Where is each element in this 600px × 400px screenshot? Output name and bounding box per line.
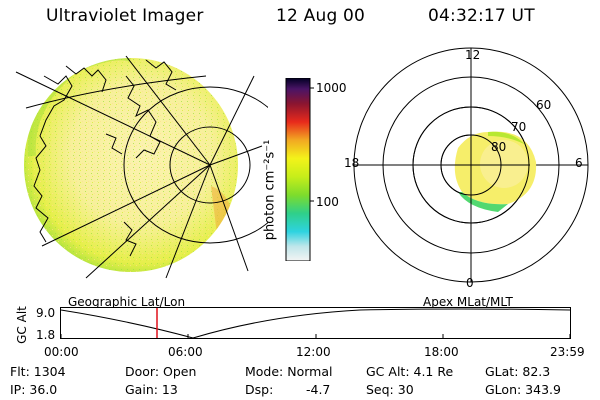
colorbar [285,78,314,261]
time-tick-1800: 18:00 [424,345,459,359]
mlat-label-60: 60 [536,98,552,112]
geographic-caption: Geographic Lat/Lon [68,295,186,309]
polar-auroral-oval [454,131,537,212]
colorbar-tick-100: 100 [316,195,339,209]
colorbar-scale [285,78,311,261]
time-tick-0600: 06:00 [168,345,203,359]
door-status: Door: Open [125,364,197,379]
mlt-label-0: 0 [466,276,474,290]
geo-latitude: GLat: 82.3 [485,364,551,379]
gc-alt-ymin: 1.8 [36,328,56,342]
mlat-label-70: 70 [511,120,527,134]
colorbar-unit-label: photon cm⁻²s⁻¹ [262,139,278,241]
time-tick-2359: 23:59 [550,345,585,359]
ip-value: IP: 36.0 [10,382,58,397]
instrument-title: Ultraviolet Imager [46,6,204,26]
sequence-value: Seq: 30 [366,382,414,397]
coastline-outlines [33,59,177,257]
dsp-label: Dsp: [245,382,274,397]
colorbar-tick-1000: 1000 [316,81,347,95]
mode-value: Mode: Normal [245,364,333,379]
lat-lon-grid [15,55,268,279]
flight-number: Flt: 1304 [10,364,66,379]
gc-altitude-value: GC Alt: 4.1 Re [366,364,454,379]
geographic-image-panel [15,55,268,279]
polar-grid-overlay [412,106,530,224]
time-label: 04:32:17 UT [428,6,535,26]
polar-plot [353,47,589,283]
gc-alt-axis-label: GC Alt [15,306,29,344]
altitude-timeline-plot [60,307,571,339]
mlt-label-6: 6 [575,156,583,170]
geo-longitude: GLon: 343.9 [485,382,561,397]
apex-caption: Apex MLat/MLT [423,295,513,309]
gc-alt-ymax: 9.0 [36,306,56,320]
time-tick-1200: 12:00 [296,345,331,359]
date-label: 12 Aug 00 [276,6,366,26]
gain-value: Gain: 13 [125,382,178,397]
altitude-curve [60,308,571,339]
dsp-value: -4.7 [306,382,331,397]
mlat-label-80: 80 [491,140,507,154]
time-tick-0000: 00:00 [44,345,79,359]
mlt-label-12: 12 [465,48,481,62]
mlt-label-18: 18 [344,156,360,170]
